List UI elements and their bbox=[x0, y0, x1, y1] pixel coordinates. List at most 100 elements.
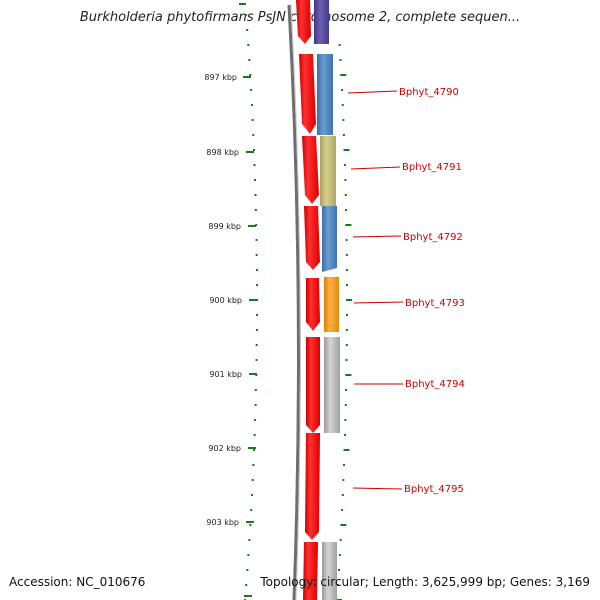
leader-4795 bbox=[352, 487, 403, 490]
ruler-minor-tick bbox=[246, 569, 249, 571]
ruler-tick-900 bbox=[249, 299, 257, 301]
ruler-minor-tick bbox=[245, 584, 248, 586]
ruler-minor-tick bbox=[251, 494, 253, 496]
ruler-minor-tick bbox=[252, 464, 255, 466]
topology-label: Topology: circular; Length: 3,625,999 bp… bbox=[260, 575, 590, 589]
reverse-gene-block-4794 bbox=[324, 337, 340, 433]
forward-strand-genes bbox=[296, 0, 320, 600]
outer-minor-tick bbox=[339, 59, 342, 61]
ruler-minor-tick bbox=[253, 434, 256, 436]
outer-minor-tick bbox=[346, 314, 348, 316]
forward-gene-arrow bbox=[302, 136, 319, 204]
ruler-minor-tick bbox=[247, 554, 250, 556]
outer-minor-tick bbox=[344, 419, 347, 421]
outer-minor-tick bbox=[343, 464, 345, 466]
leader-4792 bbox=[352, 235, 402, 238]
outer-minor-tick bbox=[343, 449, 350, 451]
ruler-minor-tick bbox=[253, 149, 255, 151]
ruler-minor-tick bbox=[256, 314, 258, 316]
outer-minor-tick bbox=[345, 374, 352, 376]
ruler-minor-tick bbox=[246, 29, 249, 31]
ruler-tick-897 bbox=[243, 76, 251, 78]
ruler-minor-tick bbox=[255, 344, 258, 346]
outer-minor-tick bbox=[342, 479, 345, 481]
ruler-minor-tick bbox=[245, 14, 248, 16]
outer-minor-tick bbox=[345, 209, 348, 211]
ruler-minor-tick bbox=[253, 164, 256, 166]
outer-minor-tick bbox=[341, 494, 344, 496]
forward-gene-arrow bbox=[306, 337, 320, 433]
chromosome-backbone bbox=[287, 4, 300, 600]
outer-minor-tick bbox=[346, 299, 352, 301]
ruler-minor-tick bbox=[251, 119, 254, 121]
ruler-minor-tick bbox=[248, 59, 251, 61]
reverse-gene-block-4791 bbox=[320, 136, 336, 206]
ruler-minor-tick bbox=[254, 194, 257, 196]
forward-gene-arrow bbox=[296, 0, 311, 44]
outer-minor-tick bbox=[341, 89, 344, 91]
ruler-minor-tick bbox=[249, 524, 252, 526]
reverse-gene-block-4793 bbox=[324, 277, 339, 332]
reverse-gene-block bbox=[314, 0, 329, 44]
ruler-minor-tick bbox=[255, 269, 258, 271]
outer-minor-tick bbox=[345, 239, 348, 241]
outer-minor-tick bbox=[343, 149, 350, 151]
outer-minor-tick bbox=[345, 389, 348, 391]
ruler-minor-tick bbox=[255, 224, 258, 226]
gene-label-4792[interactable]: Bphyt_4792 bbox=[403, 232, 463, 243]
gene-label-4794[interactable]: Bphyt_4794 bbox=[405, 379, 465, 390]
outer-minor-tick bbox=[340, 524, 347, 526]
ruler-minor-tick bbox=[254, 179, 256, 181]
ruler-label-900: 900 kbp bbox=[209, 296, 242, 305]
chromosome-backbone-highlight bbox=[290, 4, 301, 600]
reverse-gene-block-4790 bbox=[317, 54, 333, 135]
outer-minor-tick bbox=[341, 509, 344, 511]
gene-label-leaders bbox=[347, 90, 404, 490]
ruler-tick-902 bbox=[248, 447, 256, 449]
ruler-minor-ticks bbox=[244, 14, 258, 600]
gene-label-4791[interactable]: Bphyt_4791 bbox=[402, 162, 462, 173]
outer-minor-tick bbox=[344, 179, 347, 181]
ruler-tick-899 bbox=[248, 225, 256, 227]
ruler-minor-tick bbox=[248, 539, 251, 541]
forward-gene-arrow bbox=[299, 54, 316, 134]
ruler-minor-tick bbox=[255, 359, 258, 361]
outer-minor-tick bbox=[345, 224, 352, 226]
ruler-minor-tick bbox=[253, 449, 255, 451]
reverse-gene-block bbox=[322, 542, 337, 600]
outer-minor-tick bbox=[343, 164, 346, 166]
ruler-minor-tick bbox=[255, 254, 258, 256]
outer-minor-tick bbox=[346, 284, 348, 286]
outer-minor-tick bbox=[344, 434, 346, 436]
outer-minor-tick bbox=[340, 74, 347, 76]
ruler-minor-tick bbox=[247, 44, 250, 46]
gene-label-4793[interactable]: Bphyt_4793 bbox=[405, 298, 465, 309]
ruler-minor-tick bbox=[252, 134, 255, 136]
forward-gene-arrow bbox=[306, 278, 320, 331]
outer-minor-tick bbox=[344, 194, 347, 196]
forward-gene-arrow bbox=[303, 542, 318, 600]
outer-minor-tick bbox=[345, 254, 348, 256]
ruler-tick-903 bbox=[246, 521, 254, 523]
ruler-major-ticks bbox=[239, 3, 257, 597]
ruler-label-899: 899 kbp bbox=[208, 222, 241, 231]
ruler-label-898: 898 kbp bbox=[206, 148, 239, 157]
ruler-minor-tick bbox=[250, 89, 253, 91]
outer-minor-tick bbox=[338, 554, 341, 556]
ruler-label-897: 897 kbp bbox=[204, 73, 237, 82]
gene-label-4790[interactable]: Bphyt_4790 bbox=[399, 87, 459, 98]
ruler-minor-tick bbox=[249, 74, 252, 76]
gene-label-4795[interactable]: Bphyt_4795 bbox=[404, 484, 464, 495]
leader-4791 bbox=[350, 166, 401, 170]
ruler-minor-tick bbox=[254, 419, 257, 421]
leader-4793 bbox=[353, 301, 404, 304]
outer-minor-tick bbox=[337, 584, 339, 586]
outer-minor-tick bbox=[342, 134, 345, 136]
ruler-minor-tick bbox=[254, 389, 257, 391]
ruler-minor-tick bbox=[250, 104, 253, 106]
reverse-gene-block-4792 bbox=[322, 206, 337, 272]
accession-label: Accession: NC_010676 bbox=[9, 575, 146, 589]
reverse-strand-genes bbox=[314, 0, 340, 600]
ruler-minor-tick bbox=[254, 404, 257, 406]
